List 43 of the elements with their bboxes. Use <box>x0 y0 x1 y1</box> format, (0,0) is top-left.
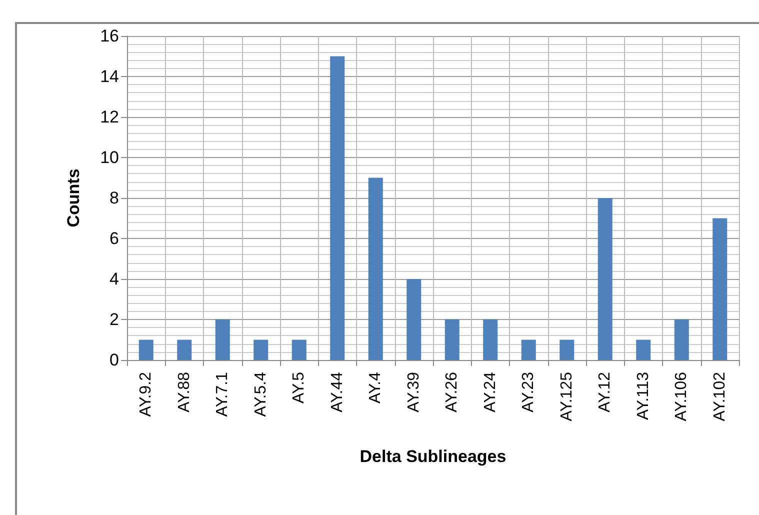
x-tick-label: AY.106 <box>673 372 690 422</box>
y-tick-label: 16 <box>100 26 119 46</box>
y-tick-label: 2 <box>110 310 119 329</box>
bar <box>292 340 306 360</box>
bar <box>330 56 345 360</box>
x-axis-title: Delta Sublineages <box>360 447 506 466</box>
y-tick-label: 12 <box>100 108 119 126</box>
y-tick-label: 8 <box>110 188 119 208</box>
bar <box>636 340 651 360</box>
x-tick-label: AY.88 <box>176 372 193 412</box>
bar <box>560 340 574 360</box>
x-tick-label: AY.9.2 <box>138 372 155 417</box>
y-tick-label: 14 <box>100 67 119 86</box>
x-tick-label: AY.26 <box>444 372 461 412</box>
y-tick-label: 6 <box>110 229 119 248</box>
y-axis-title: Counts <box>64 168 83 228</box>
x-tick-label: AY.44 <box>328 372 346 412</box>
bar <box>177 340 192 360</box>
x-tick-label: AY.5 <box>290 372 308 404</box>
bar <box>138 340 154 360</box>
bar <box>254 340 268 360</box>
bar <box>406 279 422 360</box>
bar <box>521 340 536 360</box>
x-tick-label: AY.113 <box>634 372 652 420</box>
x-tick-label: AY.39 <box>405 372 422 412</box>
x-tick-label: AY.4 <box>367 372 384 404</box>
x-tick-label: AY.7.1 <box>214 372 232 417</box>
x-tick-label: AY.12 <box>596 372 614 412</box>
y-tick-label: 4 <box>110 270 119 288</box>
y-tick-label: 0 <box>110 350 119 370</box>
bar <box>483 320 498 360</box>
x-tick-label: AY.23 <box>520 372 538 412</box>
bar <box>368 178 383 360</box>
x-tick-label: AY.5.4 <box>252 372 270 417</box>
bar <box>215 320 230 360</box>
y-tick-label: 10 <box>100 148 119 167</box>
x-tick-label: AY.125 <box>558 372 576 422</box>
x-tick-label: AY.102 <box>711 372 728 422</box>
bar <box>674 320 689 360</box>
bar <box>712 218 728 360</box>
x-tick-label: AY.24 <box>482 372 499 412</box>
bar <box>444 320 460 360</box>
bar <box>598 198 612 360</box>
